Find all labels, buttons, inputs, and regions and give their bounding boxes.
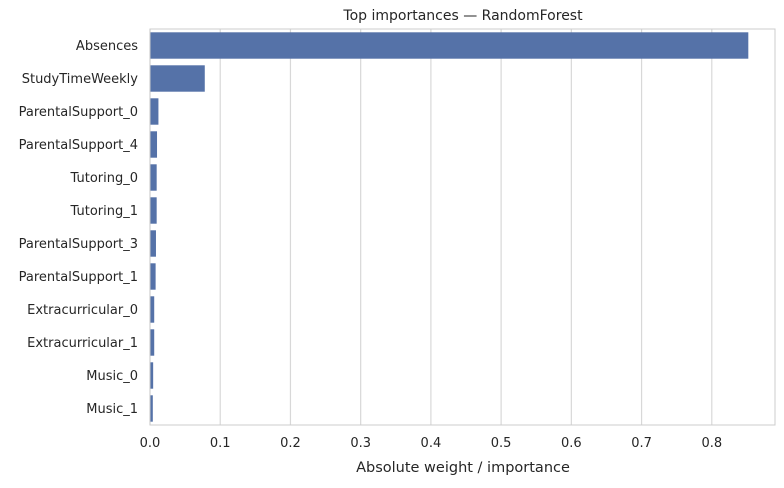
plot-area-frame — [149, 28, 776, 426]
y-tick-label: Extracurricular_0 — [27, 303, 138, 318]
y-tick-label: ParentalSupport_0 — [19, 105, 138, 120]
x-tick-label: 0.4 — [421, 436, 442, 451]
bar-tutoring-0 — [150, 164, 157, 191]
y-tick-label: Music_0 — [86, 369, 138, 384]
y-tick-label: ParentalSupport_4 — [19, 138, 138, 153]
bar-extracurricular-1 — [150, 329, 155, 356]
y-tick-label: ParentalSupport_3 — [19, 237, 138, 252]
bar-tutoring-1 — [150, 197, 157, 224]
x-tick-label: 0.2 — [280, 436, 301, 451]
bars — [150, 32, 749, 422]
x-tick-label: 0.8 — [701, 436, 722, 451]
y-tick-label: ParentalSupport_1 — [19, 270, 138, 285]
x-tick-label: 0.3 — [350, 436, 371, 451]
x-tick-label: 0.6 — [561, 436, 582, 451]
x-axis-label: Absolute weight / importance — [356, 460, 570, 476]
y-tick-label: Absences — [76, 39, 138, 54]
x-tick-label: 0.0 — [140, 436, 161, 451]
chart-title: Top importances — RandomForest — [342, 8, 583, 24]
bar-parentalsupport-1 — [150, 263, 156, 290]
y-tick-label: Tutoring_0 — [70, 171, 138, 186]
y-tick-label: Extracurricular_1 — [27, 336, 138, 351]
bar-parentalsupport-4 — [150, 131, 158, 158]
x-tick-label: 0.1 — [210, 436, 231, 451]
y-tick-label: StudyTimeWeekly — [22, 72, 139, 87]
bar-studytimeweekly — [150, 65, 205, 92]
x-tick-label: 0.5 — [491, 436, 512, 451]
bar-extracurricular-0 — [150, 296, 155, 323]
bar-absences — [150, 32, 749, 59]
y-tick-label: Music_1 — [86, 402, 138, 417]
x-tick-labels: 0.0 0.1 0.2 0.3 0.4 0.5 0.6 0.7 0.8 — [140, 436, 722, 451]
y-tick-labels: Absences StudyTimeWeekly ParentalSupport_0… — [19, 39, 139, 417]
bar-music-1 — [150, 395, 153, 422]
bar-parentalsupport-0 — [150, 98, 159, 125]
grid-lines — [149, 29, 713, 425]
y-tick-label: Tutoring_1 — [70, 204, 138, 219]
x-tick-label: 0.7 — [631, 436, 652, 451]
bar-parentalsupport-3 — [150, 230, 156, 257]
bar-music-0 — [150, 362, 154, 389]
